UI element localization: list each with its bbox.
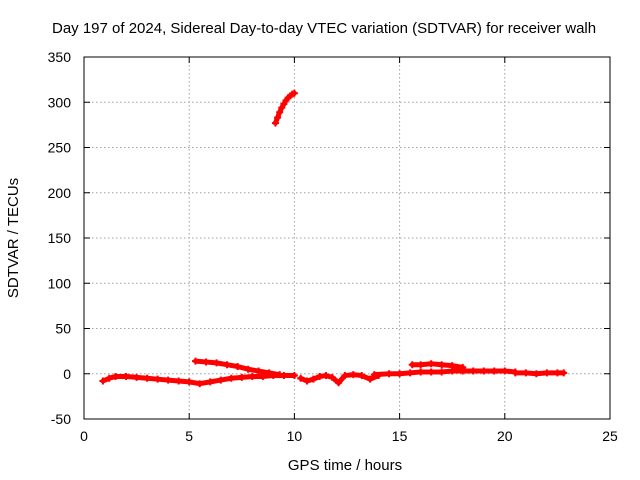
data-point [244,365,252,373]
data-point [501,367,509,375]
data-point [290,372,298,380]
data-point [133,373,141,381]
data-point [427,360,435,368]
data-point [278,104,286,112]
data-point [349,371,357,379]
series-arc-3 [271,89,298,127]
x-tick-label: 20 [497,428,513,444]
data-point [274,114,282,122]
data-point [459,363,467,371]
y-tick-label: -50 [51,411,71,427]
y-tick-label: 300 [48,94,72,110]
data-point [427,368,435,376]
data-point [122,372,130,380]
data-point [328,373,336,381]
data-point [276,108,284,116]
data-point [280,100,288,108]
x-tick-label: 10 [287,428,303,444]
y-axis-title: SDTVAR / TECUs [5,178,22,298]
data-point [448,362,456,370]
series-arc-5 [370,367,519,379]
data-point [385,370,393,378]
data-point [532,370,540,378]
data-point [417,361,425,369]
x-axis-title: GPS time / hours [288,457,402,474]
data-point [366,375,374,383]
data-point [234,363,242,371]
axis-ticks [83,56,611,420]
data-point [396,370,404,378]
data-point [560,369,568,377]
data-point [297,374,305,382]
x-tick-label: 15 [392,428,408,444]
data-point [99,377,107,385]
data-point [341,372,349,380]
x-tick-label: 0 [80,428,88,444]
y-tick-labels: -50 0 50 100 150 200 250 300 350 [48,49,72,427]
series-arc-2 [192,357,284,379]
data-point [322,372,330,380]
data-point [303,377,311,385]
data-point [490,367,498,375]
data-point [196,380,204,388]
data-point [164,376,172,384]
data-point [105,374,113,382]
data-points [99,89,568,388]
y-tick-label: 350 [48,49,72,65]
y-tick-label: 0 [63,366,71,382]
data-point [185,378,193,386]
series-arc-6 [408,360,467,371]
chart-title: Day 197 of 2024, Sidereal Day-to-day VTE… [52,20,596,37]
data-point [553,369,561,377]
data-point [255,367,263,375]
plot-frame [83,56,611,420]
data-point [511,369,519,377]
data-point [143,374,151,382]
data-point [265,369,273,377]
data-point [276,371,284,379]
data-point [469,367,477,375]
data-point [370,371,378,379]
data-point [522,369,530,377]
data-point [154,375,162,383]
data-point [290,89,298,97]
data-point [213,359,221,367]
data-point [238,373,246,381]
data-point [112,372,120,380]
y-tick-label: 100 [48,275,72,291]
data-point [543,369,551,377]
data-point [358,372,366,380]
grid [84,57,610,419]
y-tick-label: 50 [55,321,71,337]
y-tick-label: 150 [48,230,72,246]
data-point [316,372,324,380]
data-point [335,379,343,387]
data-point [206,378,214,386]
series-arc-4 [297,371,383,387]
y-tick-label: 200 [48,185,72,201]
data-point [408,361,416,369]
data-point [192,357,200,365]
y-tick-label: 250 [48,140,72,156]
data-point [309,375,317,383]
data-point [175,377,183,385]
data-point [217,376,225,384]
data-point [271,119,279,127]
data-point [227,374,235,382]
data-point [417,368,425,376]
x-tick-label: 5 [185,428,193,444]
data-point [480,367,488,375]
series-arc-7 [511,369,568,378]
data-point [202,358,210,366]
x-tick-labels: 0 5 10 15 20 25 [80,428,618,444]
data-point [406,369,414,377]
data-point [438,361,446,369]
data-point [223,361,231,369]
data-point [248,372,256,380]
x-tick-label: 25 [602,428,618,444]
data-point [438,368,446,376]
